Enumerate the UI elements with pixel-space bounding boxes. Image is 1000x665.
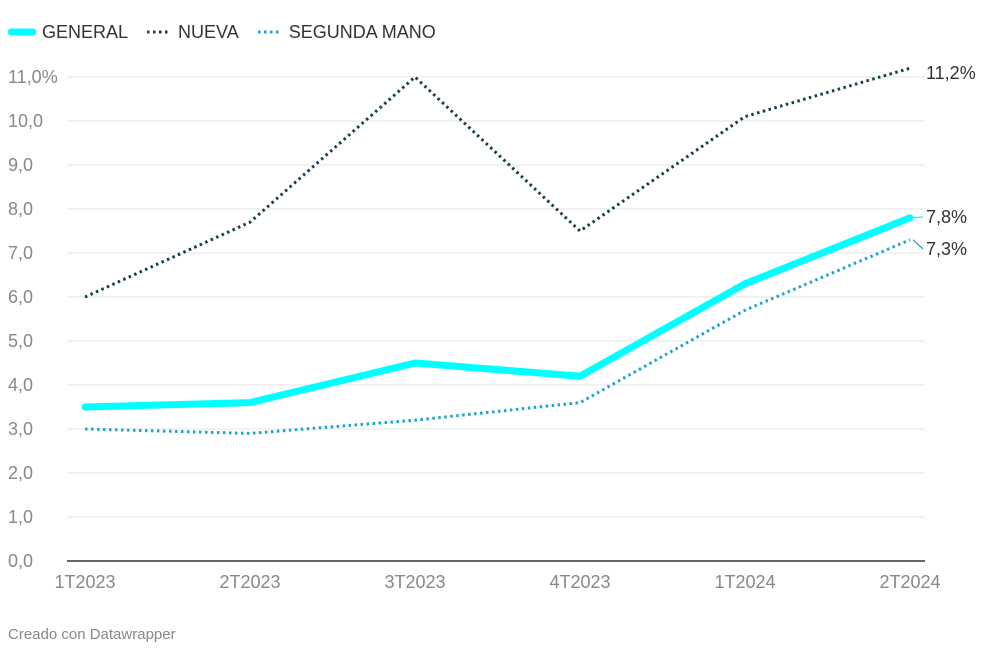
y-tick-label: 6,0 <box>8 287 33 307</box>
y-tick-label: 11,0% <box>8 67 58 87</box>
y-tick-label: 8,0 <box>8 199 33 219</box>
legend-swatch <box>257 30 280 34</box>
chart-legend: GENERAL NUEVA SEGUNDA MANO <box>8 20 452 44</box>
end-label-general: 7,8% <box>926 207 967 227</box>
legend-swatch <box>147 30 170 34</box>
legend-label: SEGUNDA MANO <box>288 21 436 42</box>
x-tick-label: 4T2023 <box>549 572 610 592</box>
legend-item-nueva: NUEVA <box>144 22 239 43</box>
y-tick-label: 3,0 <box>8 419 33 439</box>
legend-label: GENERAL <box>42 21 129 42</box>
series-line-nueva <box>84 66 911 299</box>
series-line-general <box>81 214 914 411</box>
x-tick-label: 2T2024 <box>879 572 940 592</box>
y-tick-label: 2,0 <box>8 463 33 483</box>
legend-item-general: GENERAL <box>8 22 128 43</box>
series-line-segunda-mano <box>84 238 911 435</box>
credit-text: Creado con Datawrapper <box>8 626 176 643</box>
y-tick-label: 5,0 <box>8 331 33 351</box>
y-tick-label: 0,0 <box>8 551 33 571</box>
y-tick-label: 10,0 <box>8 111 43 131</box>
y-tick-label: 7,0 <box>8 243 33 263</box>
legend-label: NUEVA <box>178 21 239 42</box>
legend-item-segunda-mano: SEGUNDA MANO <box>255 22 436 43</box>
legend-swatch <box>8 28 36 36</box>
y-tick-label: 9,0 <box>8 155 33 175</box>
x-tick-label: 3T2023 <box>384 572 445 592</box>
end-label-leader <box>912 216 924 219</box>
end-label-nueva: 11,2% <box>926 63 976 83</box>
x-tick-label: 2T2023 <box>219 572 280 592</box>
end-label-segunda-mano: 7,3% <box>926 239 967 259</box>
y-tick-label: 1,0 <box>8 507 33 527</box>
y-tick-label: 4,0 <box>8 375 33 395</box>
x-tick-label: 1T2024 <box>714 572 775 592</box>
line-chart: 0,0 1,0 2,0 3,0 4,0 5,0 6,0 7,0 8,0 9,0 10,0 11,0% 1… <box>8 63 976 592</box>
x-tick-label: 1T2023 <box>54 572 115 592</box>
end-label-leader <box>912 239 924 250</box>
